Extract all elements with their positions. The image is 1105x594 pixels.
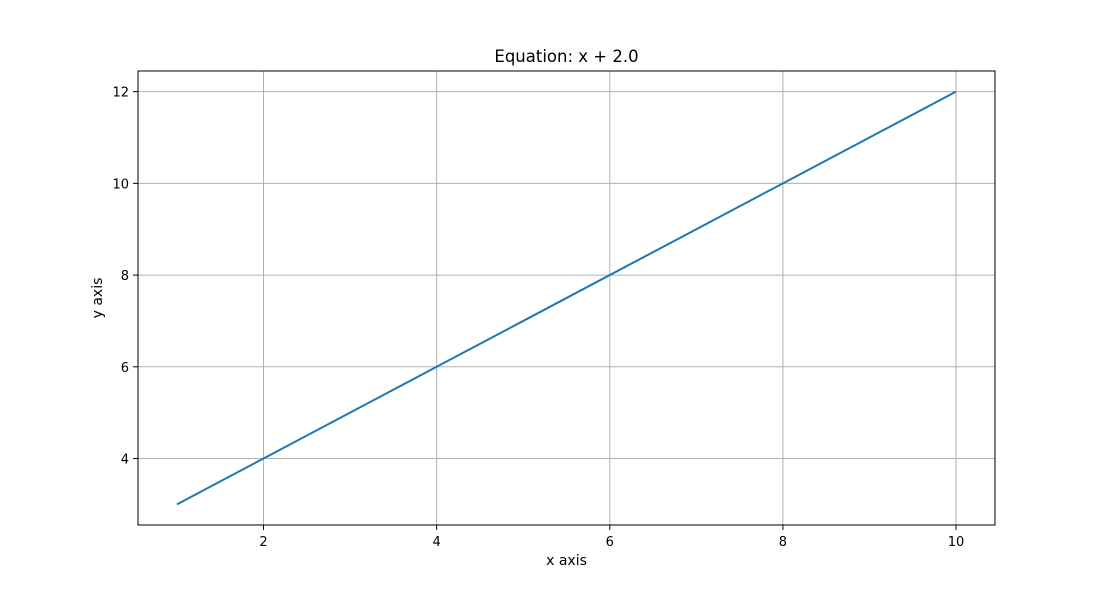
x-axis-label: x axis bbox=[546, 553, 587, 569]
x-tick-label: 6 bbox=[606, 535, 614, 550]
y-axis-label: y axis bbox=[90, 278, 106, 319]
x-tick-label: 8 bbox=[779, 535, 787, 550]
series-layer bbox=[176, 90, 957, 506]
x-tick-label: 4 bbox=[433, 535, 441, 550]
grid-lines bbox=[138, 71, 995, 525]
y-tick-label: 12 bbox=[112, 86, 129, 101]
ticks: 2 4 6 8 10 4 6 8 10 12 bbox=[112, 86, 964, 550]
axes-frame bbox=[137, 70, 996, 526]
series-line bbox=[176, 90, 957, 506]
y-tick-label: 4 bbox=[121, 453, 129, 468]
x-tick-label: 2 bbox=[259, 535, 267, 550]
y-tick-label: 6 bbox=[121, 361, 129, 376]
y-tick-label: 10 bbox=[112, 177, 129, 192]
x-tick-label: 10 bbox=[948, 535, 965, 550]
y-tick-label: 8 bbox=[121, 269, 129, 284]
chart-title: Equation: x + 2.0 bbox=[494, 47, 638, 66]
